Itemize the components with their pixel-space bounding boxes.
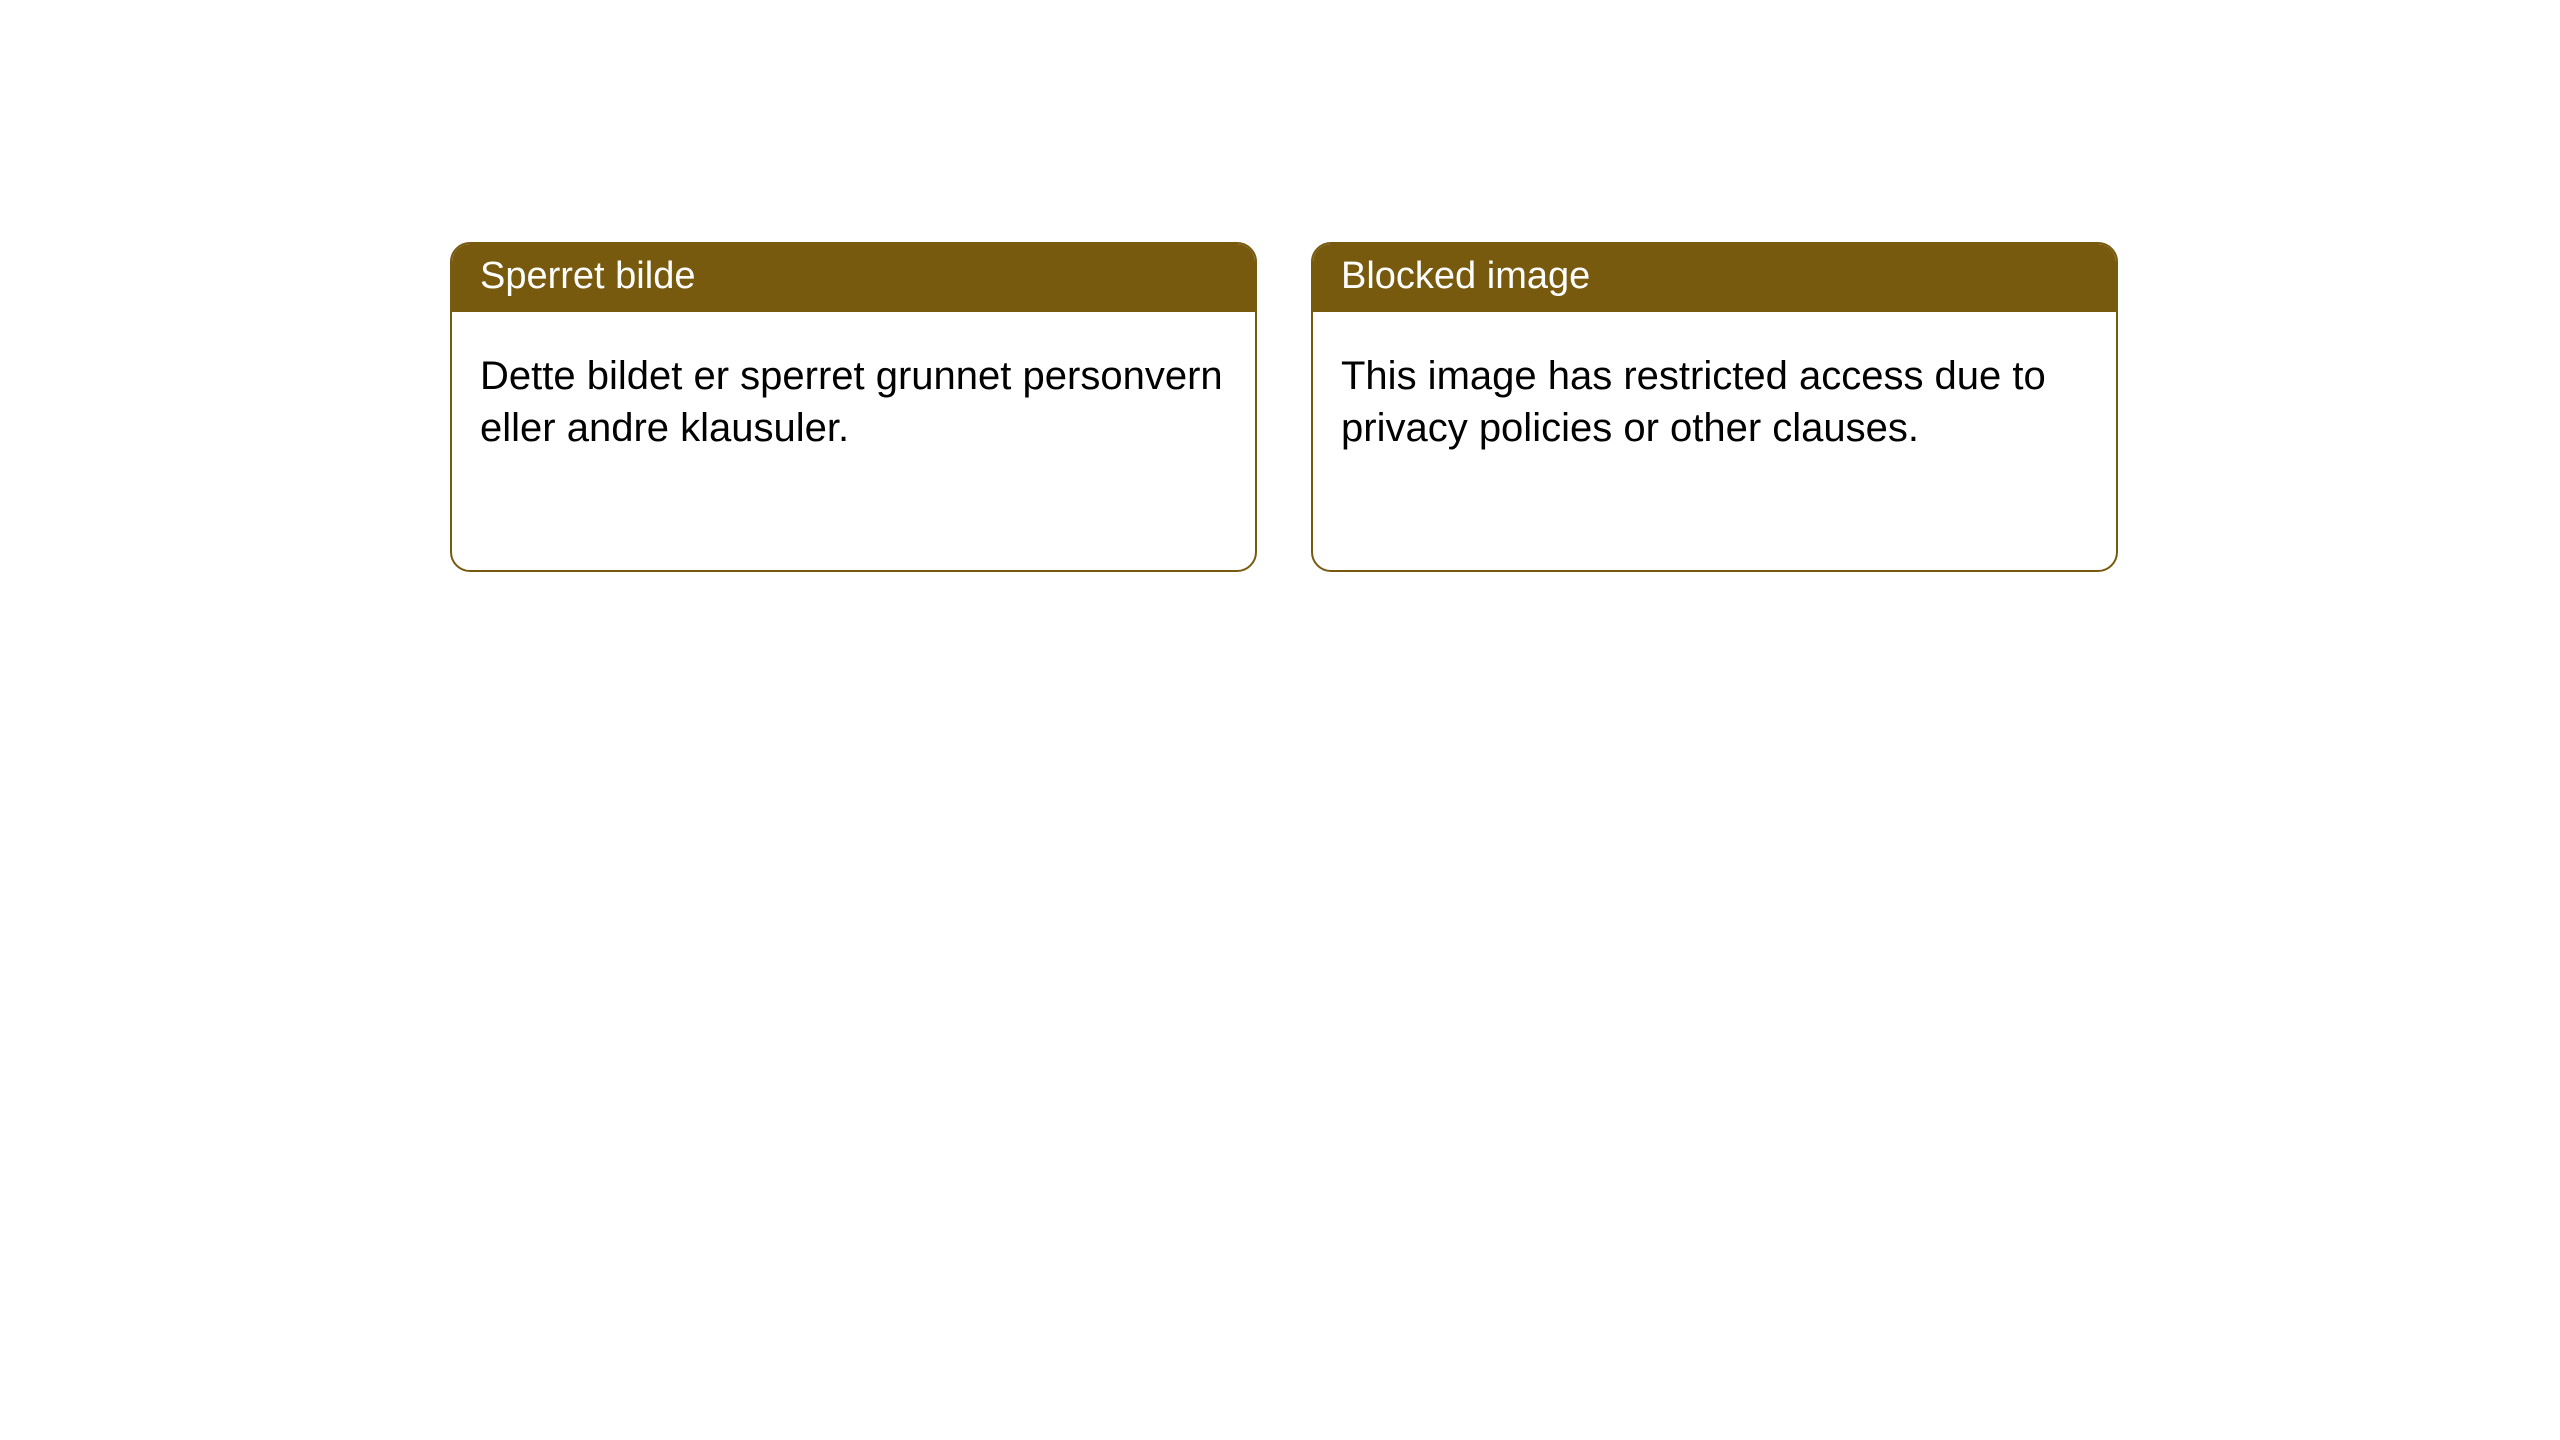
notice-card-norwegian: Sperret bilde Dette bildet er sperret gr… [450, 242, 1257, 572]
notice-card-english: Blocked image This image has restricted … [1311, 242, 2118, 572]
notice-body: Dette bildet er sperret grunnet personve… [452, 312, 1255, 492]
notice-title: Sperret bilde [452, 244, 1255, 312]
notice-body: This image has restricted access due to … [1313, 312, 2116, 492]
notice-title: Blocked image [1313, 244, 2116, 312]
notice-container: Sperret bilde Dette bildet er sperret gr… [0, 0, 2560, 572]
